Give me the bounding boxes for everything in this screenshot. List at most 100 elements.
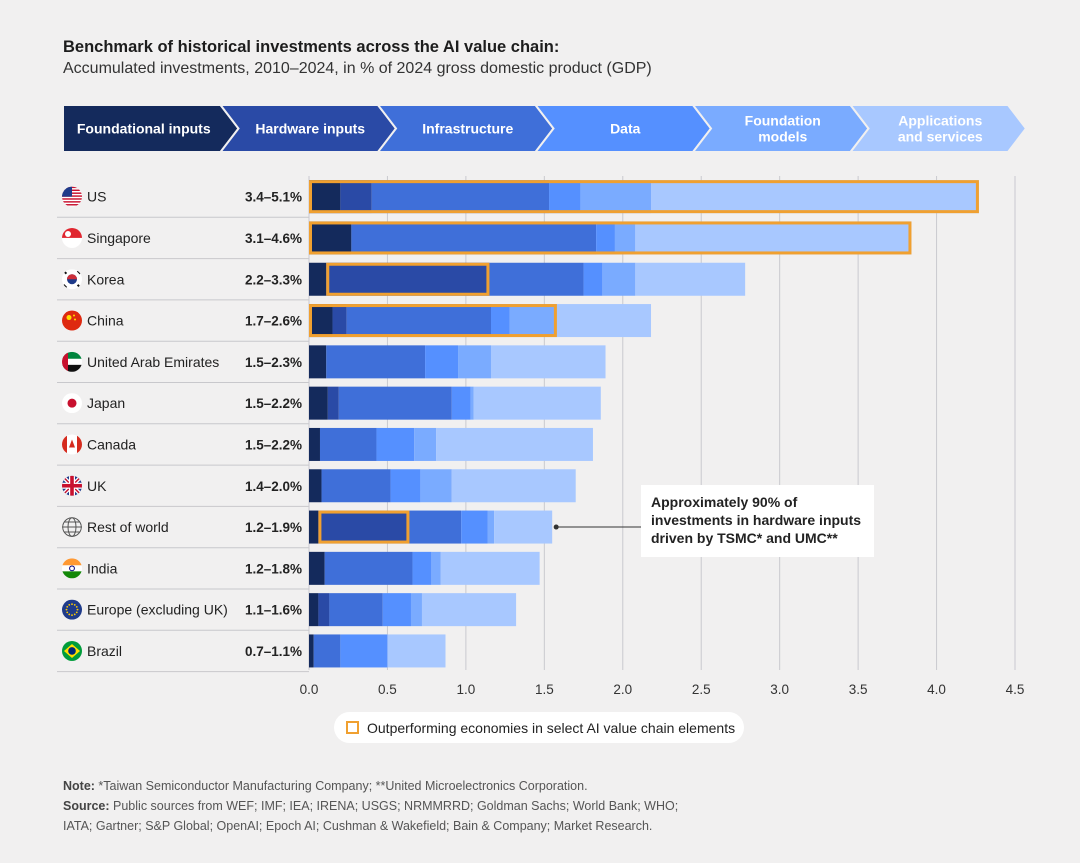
chart-row: US 3.4–5.1% bbox=[62, 180, 979, 214]
chart-row: Brazil 0.7–1.1% bbox=[62, 634, 446, 668]
stage-label-foundation_models: Foundation bbox=[745, 113, 821, 129]
x-tick-label: 2.5 bbox=[692, 682, 711, 697]
bar-segment-hardware-inputs bbox=[340, 180, 372, 214]
chart-row: Europe (excluding UK) 1.1–1.6% bbox=[62, 593, 517, 627]
bar-segment-foundational-inputs bbox=[309, 469, 322, 503]
x-tick-label: 1.5 bbox=[535, 682, 554, 697]
bar-segment-foundation-models bbox=[580, 180, 652, 214]
globe-icon bbox=[62, 517, 82, 537]
bar-segment-data bbox=[583, 262, 603, 296]
bar-segment-data bbox=[340, 634, 388, 668]
highlight-outline bbox=[309, 180, 979, 214]
bar-segment-infrastructure bbox=[371, 180, 550, 214]
legend-label: Outperforming economies in select AI val… bbox=[367, 719, 736, 736]
country-label: Singapore bbox=[87, 230, 151, 246]
bar-segment-applications-and-services bbox=[494, 510, 553, 544]
highlight-outline bbox=[309, 304, 557, 338]
range-label: 2.2–3.3% bbox=[245, 272, 302, 287]
stage-label-hardware: Hardware inputs bbox=[255, 121, 365, 137]
legend-highlight-swatch bbox=[346, 721, 359, 734]
x-tick-label: 1.0 bbox=[456, 682, 475, 697]
bar-segment-foundation-models bbox=[410, 593, 422, 627]
bar-segment-applications-and-services bbox=[651, 180, 979, 214]
range-label: 3.4–5.1% bbox=[245, 190, 302, 205]
x-tick-label: 4.0 bbox=[927, 682, 946, 697]
bar-segment-foundational-inputs bbox=[309, 345, 327, 379]
uk-flag-icon bbox=[62, 475, 82, 496]
x-tick-label: 0.5 bbox=[378, 682, 397, 697]
bar-segment-foundational-inputs bbox=[309, 262, 327, 296]
bar-segment-infrastructure bbox=[321, 469, 391, 503]
chart-row: Canada 1.5–2.2% bbox=[62, 427, 593, 461]
us-flag-icon bbox=[62, 186, 82, 207]
highlight-outline bbox=[309, 221, 912, 255]
range-label: 1.4–2.0% bbox=[245, 479, 302, 494]
source-line-2: IATA; Gartner; S&P Global; OpenAI; Epoch… bbox=[63, 819, 653, 833]
bar-segment-foundation-models bbox=[509, 304, 557, 338]
bar-segment-infrastructure bbox=[319, 427, 377, 461]
bar-segment-applications-and-services bbox=[440, 551, 540, 585]
india-flag-icon bbox=[62, 558, 82, 579]
country-label: Korea bbox=[87, 271, 125, 287]
range-label: 1.5–2.2% bbox=[245, 396, 302, 411]
bar-segment-foundation-models bbox=[420, 469, 452, 503]
range-label: 1.5–2.2% bbox=[245, 437, 302, 452]
stage-label-infrastructure: Infrastructure bbox=[422, 121, 513, 137]
range-label: 1.1–1.6% bbox=[245, 603, 302, 618]
singapore-flag-icon bbox=[62, 227, 82, 248]
annotation-callout: Approximately 90% of investments in hard… bbox=[641, 485, 874, 557]
bar-segment-infrastructure bbox=[346, 304, 491, 338]
stage-label-applications: Applications bbox=[898, 113, 982, 129]
bar-segment-foundational-inputs bbox=[309, 386, 328, 420]
source-line: Source: Public sources from WEF; IMF; IE… bbox=[63, 799, 679, 813]
bar-segment-foundation-models bbox=[458, 345, 491, 379]
bar-segment-applications-and-services bbox=[635, 262, 746, 296]
chart-title: Benchmark of historical investments acro… bbox=[63, 38, 560, 56]
bar-segment-infrastructure bbox=[351, 221, 597, 255]
footnotes: Note: *Taiwan Semiconductor Manufacturin… bbox=[63, 776, 1023, 836]
chart-row: China 1.7–2.6% bbox=[62, 304, 652, 338]
uae-flag-icon bbox=[62, 351, 82, 372]
chart-row: Singapore 3.1–4.6% bbox=[62, 221, 912, 255]
bar-segment-hardware-inputs bbox=[327, 386, 339, 420]
bar-segment-foundational-inputs bbox=[309, 634, 314, 668]
value-chain-stages: Foundational inputs Hardware inputs Infras… bbox=[62, 104, 1028, 153]
stacked-bar-chart: 0.0 0.5 1.0 1.5 2.0 2.5 3.0 3.5 4.0 4.5 US 3.4–5.1%… bbox=[57, 176, 1024, 697]
bar-segment-foundational-inputs bbox=[309, 510, 319, 544]
range-label: 1.2–1.9% bbox=[245, 520, 302, 535]
range-label: 1.2–1.8% bbox=[245, 561, 302, 576]
korea-flag-icon bbox=[62, 269, 82, 290]
bar-segment-data bbox=[451, 386, 471, 420]
range-label: 1.7–2.6% bbox=[245, 314, 302, 329]
chart-row: UK 1.4–2.0% bbox=[62, 469, 576, 503]
bar-segment-foundation-models bbox=[470, 386, 474, 420]
stage-chevron-applications bbox=[848, 104, 1028, 153]
chart-row: India 1.2–1.8% bbox=[62, 551, 540, 585]
range-label: 3.1–4.6% bbox=[245, 231, 302, 246]
stage-label-applications: and services bbox=[898, 129, 983, 145]
bar-segment-data bbox=[425, 345, 459, 379]
bar-segment-data bbox=[461, 510, 488, 544]
country-label: Japan bbox=[87, 395, 125, 411]
bar-segment-foundational-inputs bbox=[309, 180, 341, 214]
country-label: Canada bbox=[87, 436, 136, 452]
x-tick-label: 3.0 bbox=[770, 682, 789, 697]
highlight-outline bbox=[326, 262, 490, 296]
country-label: Rest of world bbox=[87, 519, 169, 535]
bar-segment-hardware-inputs bbox=[318, 510, 410, 544]
country-label: United Arab Emirates bbox=[87, 354, 219, 370]
bar-segment-data bbox=[390, 469, 421, 503]
bar-segment-applications-and-services bbox=[436, 427, 593, 461]
bar-segment-hardware-inputs bbox=[332, 304, 347, 338]
country-label: Brazil bbox=[87, 643, 122, 659]
bar-segment-foundational-inputs bbox=[309, 593, 319, 627]
chart-row: Korea 2.2–3.3% bbox=[62, 262, 746, 296]
bar-segment-infrastructure bbox=[313, 634, 341, 668]
bar-segment-foundation-models bbox=[431, 551, 441, 585]
brazil-flag-icon bbox=[62, 640, 82, 661]
chart-row: Rest of world 1.2–1.9% bbox=[62, 510, 553, 544]
bar-segment-data bbox=[596, 221, 615, 255]
eu-flag-icon bbox=[62, 599, 82, 620]
bar-segment-applications-and-services bbox=[635, 221, 912, 255]
chart-subtitle: Accumulated investments, 2010–2024, in %… bbox=[63, 60, 652, 77]
